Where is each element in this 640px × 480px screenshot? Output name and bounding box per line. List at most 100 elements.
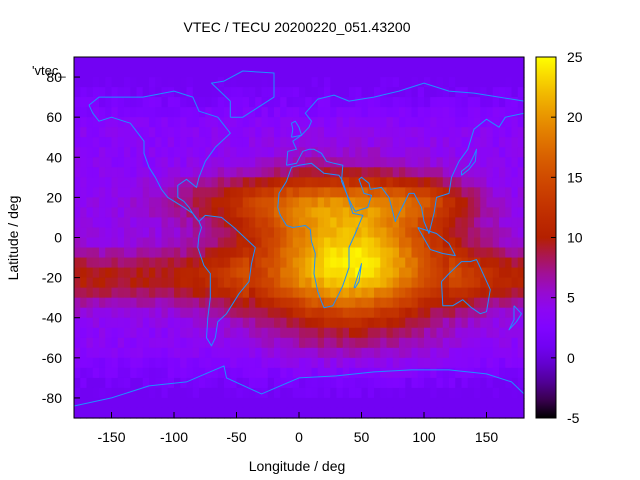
heatmap-cell	[280, 217, 288, 229]
heatmap-cell	[117, 377, 125, 389]
heatmap-cell	[111, 217, 119, 229]
heatmap-cell	[130, 367, 138, 379]
heatmap-cell	[167, 237, 175, 249]
heatmap-cell	[511, 57, 519, 68]
heatmap-cell	[405, 87, 413, 98]
heatmap-cell	[167, 77, 175, 88]
heatmap-cell	[442, 397, 450, 409]
heatmap-cell	[236, 77, 244, 88]
heatmap-cell	[92, 407, 100, 419]
heatmap-cell	[517, 297, 525, 309]
heatmap-cell	[374, 247, 381, 259]
heatmap-cell	[280, 87, 288, 98]
heatmap-cell	[492, 127, 500, 138]
heatmap-cell	[399, 167, 406, 178]
heatmap-cell	[324, 227, 331, 239]
heatmap-cell	[299, 237, 306, 249]
heatmap-cell	[167, 67, 175, 78]
heatmap-cell	[242, 257, 250, 269]
heatmap-cell	[324, 317, 331, 329]
heatmap-cell	[249, 237, 256, 249]
heatmap-cell	[330, 337, 338, 349]
heatmap-cell	[161, 107, 169, 118]
heatmap-cell	[199, 327, 206, 339]
heatmap-cell	[286, 177, 294, 188]
heatmap-cell	[299, 117, 306, 128]
heatmap-cell	[405, 367, 413, 379]
heatmap-cell	[336, 147, 344, 158]
heatmap-cell	[174, 347, 181, 359]
heatmap-cell	[442, 57, 450, 68]
heatmap-cell	[461, 117, 469, 128]
heatmap-cell	[80, 237, 88, 249]
heatmap-cell	[449, 227, 456, 239]
heatmap-cell	[242, 207, 250, 219]
heatmap-cell	[492, 157, 500, 168]
heatmap-cell	[399, 107, 406, 118]
heatmap-cell	[342, 377, 350, 389]
heatmap-cell	[242, 57, 250, 68]
heatmap-cell	[286, 377, 294, 389]
heatmap-cell	[161, 197, 169, 209]
heatmap-cell	[367, 67, 375, 78]
heatmap-cell	[505, 177, 513, 188]
heatmap-cell	[86, 77, 94, 88]
heatmap-cell	[386, 317, 394, 329]
heatmap-cell	[486, 67, 494, 78]
heatmap-cell	[411, 287, 419, 299]
heatmap-cell	[461, 237, 469, 249]
heatmap-cell	[117, 347, 125, 359]
heatmap-cell	[305, 117, 313, 128]
heatmap-cell	[167, 297, 175, 309]
heatmap-cell	[330, 137, 338, 148]
heatmap-cell	[486, 307, 494, 319]
heatmap-cell	[224, 327, 231, 339]
heatmap-cell	[311, 367, 319, 379]
heatmap-cell	[392, 137, 400, 148]
heatmap-cell	[411, 257, 419, 269]
heatmap-cell	[392, 237, 400, 249]
heatmap-cell	[111, 357, 119, 369]
heatmap-cell	[417, 357, 425, 369]
heatmap-cell	[80, 307, 88, 319]
heatmap-cell	[217, 397, 225, 409]
heatmap-cell	[186, 137, 194, 148]
heatmap-cell	[486, 57, 494, 68]
heatmap-cell	[155, 167, 163, 178]
heatmap-cell	[111, 137, 119, 148]
heatmap-cell	[480, 397, 488, 409]
heatmap-cell	[186, 307, 194, 319]
heatmap-cell	[505, 377, 513, 389]
heatmap-cell	[99, 217, 106, 229]
heatmap-cell	[411, 237, 419, 249]
heatmap-cell	[449, 237, 456, 249]
heatmap-cell	[455, 407, 463, 419]
heatmap-cell	[161, 357, 169, 369]
heatmap-cell	[205, 107, 213, 118]
heatmap-cell	[511, 117, 519, 128]
heatmap-cell	[249, 397, 256, 409]
heatmap-cell	[149, 357, 156, 369]
heatmap-cell	[492, 207, 500, 219]
heatmap-cell	[92, 267, 100, 279]
heatmap-cell	[105, 127, 113, 138]
heatmap-cell	[330, 307, 338, 319]
heatmap-cell	[255, 357, 263, 369]
heatmap-cell	[192, 97, 200, 108]
heatmap-cell	[486, 187, 494, 198]
heatmap-cell	[192, 67, 200, 78]
heatmap-cell	[80, 67, 88, 78]
heatmap-cell	[499, 187, 506, 198]
heatmap-cell	[186, 387, 194, 399]
heatmap-cell	[380, 77, 388, 88]
heatmap-cell	[467, 227, 475, 239]
heatmap-cell	[411, 117, 419, 128]
heatmap-cell	[161, 227, 169, 239]
heatmap-cell	[155, 287, 163, 299]
heatmap-cell	[305, 67, 313, 78]
heatmap-cell	[267, 97, 275, 108]
heatmap-cell	[230, 97, 238, 108]
heatmap-cell	[486, 237, 494, 249]
heatmap-cell	[136, 317, 144, 329]
heatmap-cell	[424, 197, 431, 209]
